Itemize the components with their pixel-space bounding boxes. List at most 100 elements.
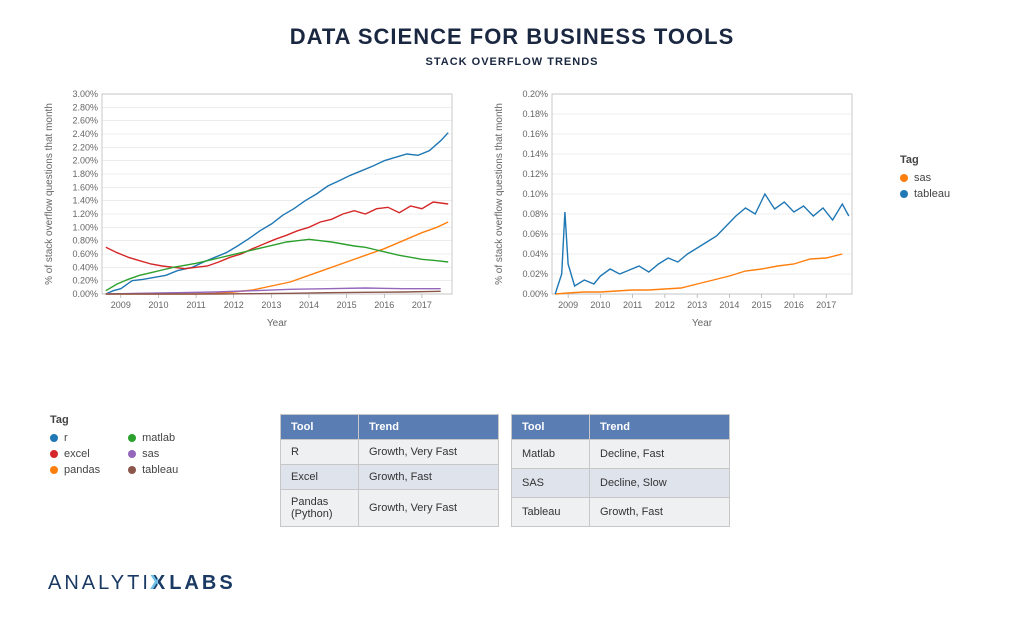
svg-text:0.02%: 0.02% [522, 269, 548, 279]
chart-right-svg: 0.00% 0.02% 0.04% 0.06% 0.08% 0.10% 0.12% 0.14%… [490, 82, 870, 342]
svg-text:0.40%: 0.40% [72, 262, 98, 272]
svg-text:2.40%: 2.40% [72, 129, 98, 139]
chart-right: 0.00% 0.02% 0.04% 0.06% 0.08% 0.10% 0.12% 0.14%… [490, 82, 870, 342]
legend-dot-icon [128, 434, 136, 442]
legend-right: Tag sastableau [900, 154, 950, 204]
table-row: SASDecline, Slow [512, 469, 730, 498]
svg-text:2012: 2012 [224, 300, 244, 310]
charts-row: 0.00%0.20%0.40%0.60%0.80%1.00%1.20%1.40%… [0, 82, 1024, 342]
svg-text:Year: Year [267, 318, 288, 329]
series-r [106, 133, 448, 294]
svg-text:0.00%: 0.00% [72, 289, 98, 299]
svg-text:2015: 2015 [337, 300, 357, 310]
svg-text:0.06%: 0.06% [522, 229, 548, 239]
legend-label: excel [64, 448, 90, 460]
svg-text:2.00%: 2.00% [72, 156, 98, 166]
legend-label: sas [142, 448, 159, 460]
table-row: MatlabDecline, Fast [512, 440, 730, 469]
legend-left: Tag r excel pandas matlab sas tableau [50, 414, 260, 480]
svg-text:2009: 2009 [558, 300, 578, 310]
legend-label: r [64, 432, 68, 444]
svg-text:1.20%: 1.20% [72, 209, 98, 219]
svg-text:2016: 2016 [374, 300, 394, 310]
svg-text:0.18%: 0.18% [522, 109, 548, 119]
svg-text:1.80%: 1.80% [72, 169, 98, 179]
svg-text:0.08%: 0.08% [522, 209, 548, 219]
legend-dot-icon [900, 174, 908, 182]
page-subtitle: STACK OVERFLOW TRENDS [0, 56, 1024, 68]
svg-text:1.40%: 1.40% [72, 196, 98, 206]
legend-dot-icon [50, 434, 58, 442]
svg-text:2.60%: 2.60% [72, 116, 98, 126]
table-cell: Growth, Fast [590, 498, 730, 527]
legend-label: sas [914, 172, 931, 184]
legend-item-sas: sas [900, 172, 950, 184]
svg-text:2016: 2016 [784, 300, 804, 310]
trend-table-right: ToolTrendMatlabDecline, FastSASDecline, … [511, 414, 730, 527]
legend-dot-icon [128, 466, 136, 474]
series-pandas [106, 222, 448, 294]
svg-text:2014: 2014 [299, 300, 319, 310]
chart-left: 0.00%0.20%0.40%0.60%0.80%1.00%1.20%1.40%… [40, 82, 470, 342]
svg-text:1.60%: 1.60% [72, 182, 98, 192]
series-tableau [555, 194, 849, 294]
legend-dot-icon [50, 466, 58, 474]
svg-text:Year: Year [692, 318, 713, 329]
legend-item-pandas: pandas [50, 464, 100, 476]
table-header: Tool [512, 415, 590, 440]
table-cell: Growth, Fast [359, 465, 499, 490]
table-row: RGrowth, Very Fast [281, 440, 499, 465]
table-cell: Decline, Fast [590, 440, 730, 469]
table-cell: Growth, Very Fast [359, 490, 499, 527]
legend-item-excel: excel [50, 448, 100, 460]
svg-text:0.00%: 0.00% [522, 289, 548, 299]
legend-left-title: Tag [50, 414, 260, 426]
logo-x-icon: X [152, 572, 168, 595]
svg-text:2010: 2010 [590, 300, 610, 310]
svg-text:0.20%: 0.20% [72, 276, 98, 286]
svg-text:% of stack overflow questions: % of stack overflow questions that month [494, 103, 505, 285]
table-header: Tool [281, 415, 359, 440]
legend-dot-icon [50, 450, 58, 458]
svg-text:2013: 2013 [687, 300, 707, 310]
legend-item-tableau: tableau [900, 188, 950, 200]
svg-text:2013: 2013 [261, 300, 281, 310]
svg-text:2012: 2012 [655, 300, 675, 310]
logo-part2: LABS [169, 572, 235, 595]
table-row: Pandas (Python)Growth, Very Fast [281, 490, 499, 527]
page-title: DATA SCIENCE FOR BUSINESS TOOLS [0, 24, 1024, 50]
chart-left-svg: 0.00%0.20%0.40%0.60%0.80%1.00%1.20%1.40%… [40, 82, 470, 342]
svg-text:2009: 2009 [111, 300, 131, 310]
table-cell: Tableau [512, 498, 590, 527]
legend-label: matlab [142, 432, 175, 444]
table-cell: Pandas (Python) [281, 490, 359, 527]
table-cell: Growth, Very Fast [359, 440, 499, 465]
tables-row: ToolTrendRGrowth, Very FastExcelGrowth, … [280, 414, 730, 527]
svg-text:2017: 2017 [412, 300, 432, 310]
table-row: TableauGrowth, Fast [512, 498, 730, 527]
svg-text:0.12%: 0.12% [522, 169, 548, 179]
legend-item-tableau: tableau [128, 464, 178, 476]
table-cell: Excel [281, 465, 359, 490]
table-cell: SAS [512, 469, 590, 498]
svg-text:0.04%: 0.04% [522, 249, 548, 259]
table-cell: Decline, Slow [590, 469, 730, 498]
svg-text:0.10%: 0.10% [522, 189, 548, 199]
table-cell: R [281, 440, 359, 465]
legend-dot-icon [900, 190, 908, 198]
table-cell: Matlab [512, 440, 590, 469]
svg-text:2011: 2011 [186, 300, 205, 310]
table-row: ExcelGrowth, Fast [281, 465, 499, 490]
svg-text:0.16%: 0.16% [522, 129, 548, 139]
svg-text:% of stack overflow questions: % of stack overflow questions that month [44, 103, 55, 285]
legend-label: tableau [142, 464, 178, 476]
table-header: Trend [590, 415, 730, 440]
series-excel [106, 202, 448, 269]
svg-text:0.80%: 0.80% [72, 236, 98, 246]
legend-item-matlab: matlab [128, 432, 178, 444]
legend-dot-icon [128, 450, 136, 458]
legend-item-sas: sas [128, 448, 178, 460]
svg-text:0.60%: 0.60% [72, 249, 98, 259]
legend-item-r: r [50, 432, 100, 444]
svg-text:0.14%: 0.14% [522, 149, 548, 159]
